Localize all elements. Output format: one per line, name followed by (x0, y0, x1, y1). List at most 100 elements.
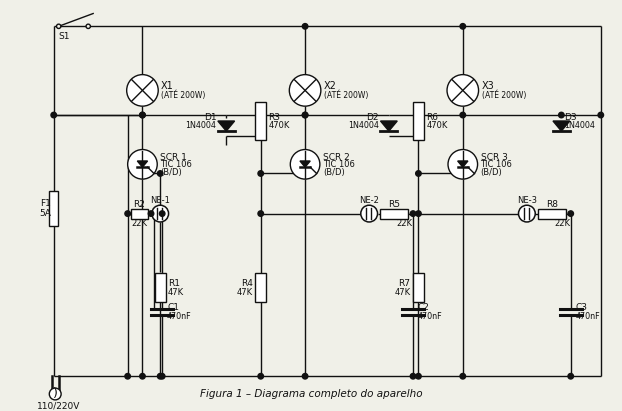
Text: TIC 106: TIC 106 (323, 160, 355, 169)
Circle shape (148, 211, 154, 216)
Text: ): ) (53, 388, 58, 400)
Bar (155, 273, 165, 302)
Bar (538, 209, 566, 219)
Text: C2: C2 (418, 303, 430, 312)
Circle shape (559, 112, 564, 118)
Text: C1: C1 (167, 303, 179, 312)
Text: SCR 3: SCR 3 (481, 153, 508, 162)
Text: R4: R4 (241, 279, 253, 288)
Text: D1: D1 (204, 113, 216, 122)
Text: D3: D3 (564, 113, 577, 122)
Text: 22K: 22K (554, 219, 570, 228)
Text: 1N4004: 1N4004 (185, 121, 216, 130)
Circle shape (447, 75, 478, 106)
Text: 22K: 22K (131, 219, 147, 228)
Text: R2: R2 (134, 200, 146, 209)
Text: 470nF: 470nF (167, 312, 192, 321)
Circle shape (258, 211, 264, 216)
Text: NE-2: NE-2 (360, 196, 379, 205)
Text: (ATÉ 200W): (ATÉ 200W) (481, 90, 526, 100)
Circle shape (258, 374, 264, 379)
Text: (B/D): (B/D) (323, 168, 345, 177)
Polygon shape (137, 161, 147, 167)
Circle shape (125, 374, 131, 379)
Text: X1: X1 (161, 81, 174, 91)
Circle shape (302, 374, 308, 379)
Circle shape (159, 374, 165, 379)
Circle shape (140, 112, 145, 118)
Text: 470nF: 470nF (575, 312, 600, 321)
Circle shape (568, 211, 573, 216)
Circle shape (289, 75, 321, 106)
Circle shape (159, 211, 165, 216)
Text: X3: X3 (481, 81, 494, 91)
Circle shape (598, 112, 603, 118)
Bar (381, 209, 408, 219)
Circle shape (258, 171, 264, 176)
Text: NE-1: NE-1 (151, 196, 170, 205)
Circle shape (415, 374, 421, 379)
Text: 5A: 5A (39, 209, 51, 218)
Text: SCR 2: SCR 2 (323, 153, 350, 162)
Circle shape (460, 374, 465, 379)
Text: (B/D): (B/D) (481, 168, 503, 177)
Circle shape (460, 112, 465, 118)
Circle shape (157, 374, 163, 379)
Text: C3: C3 (575, 303, 588, 312)
Text: 110/220V: 110/220V (37, 401, 80, 410)
Text: 22K: 22K (396, 219, 412, 228)
Polygon shape (458, 161, 468, 167)
Bar (413, 102, 424, 140)
Text: R6: R6 (426, 113, 439, 122)
Text: 47K: 47K (237, 288, 253, 297)
Text: 1N4004: 1N4004 (564, 121, 595, 130)
Circle shape (460, 23, 465, 29)
Circle shape (302, 112, 308, 118)
Bar (413, 273, 424, 302)
Circle shape (51, 112, 57, 118)
Circle shape (415, 171, 421, 176)
Circle shape (57, 24, 61, 28)
Bar (255, 102, 266, 140)
Circle shape (127, 75, 158, 106)
Circle shape (152, 205, 169, 222)
Circle shape (290, 150, 320, 179)
Text: (B/D): (B/D) (160, 168, 182, 177)
Circle shape (128, 150, 157, 179)
Text: (ATÉ 200W): (ATÉ 200W) (324, 90, 368, 100)
Bar (255, 273, 266, 302)
Circle shape (86, 24, 90, 28)
Circle shape (411, 211, 415, 216)
Polygon shape (381, 121, 397, 131)
Text: X2: X2 (324, 81, 337, 91)
Circle shape (519, 205, 536, 222)
Bar (131, 209, 148, 219)
Text: D2: D2 (366, 113, 379, 122)
Circle shape (302, 112, 308, 118)
Bar (49, 192, 58, 226)
Text: TIC 106: TIC 106 (481, 160, 513, 169)
Text: TIC 106: TIC 106 (160, 160, 192, 169)
Circle shape (49, 388, 61, 400)
Text: NE-3: NE-3 (517, 196, 537, 205)
Polygon shape (218, 121, 234, 131)
Circle shape (302, 23, 308, 29)
Text: R5: R5 (388, 200, 401, 209)
Polygon shape (300, 161, 310, 167)
Text: R8: R8 (546, 200, 558, 209)
Text: SCR 1: SCR 1 (160, 153, 187, 162)
Text: R7: R7 (399, 279, 411, 288)
Text: 47K: 47K (168, 288, 184, 297)
Circle shape (157, 171, 163, 176)
Text: R1: R1 (168, 279, 180, 288)
Text: R3: R3 (269, 113, 281, 122)
Text: Figura 1 – Diagrama completo do aparelho: Figura 1 – Diagrama completo do aparelho (200, 389, 422, 399)
Circle shape (568, 374, 573, 379)
Circle shape (125, 211, 131, 216)
Text: F1: F1 (40, 199, 51, 208)
Circle shape (361, 205, 378, 222)
Text: 470K: 470K (269, 121, 290, 130)
Text: S1: S1 (58, 32, 70, 41)
Circle shape (411, 374, 415, 379)
Circle shape (415, 211, 421, 216)
